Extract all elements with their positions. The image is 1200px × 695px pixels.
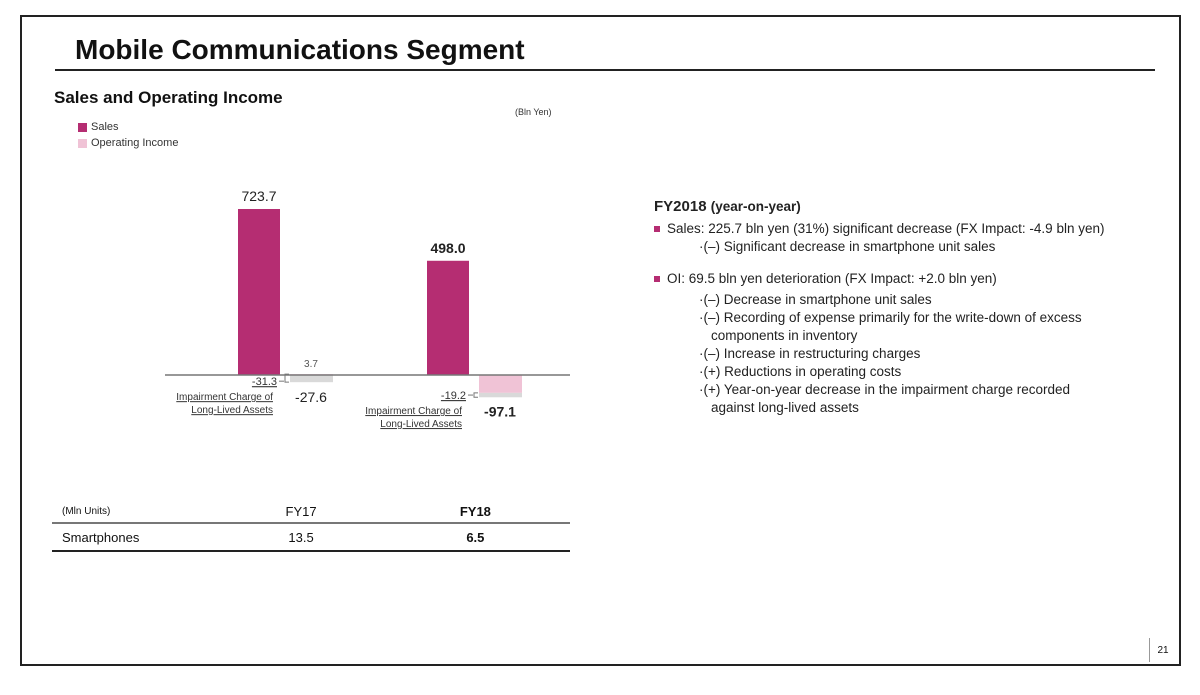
oi-item: ·(–) Recording of expense primarily for … <box>699 310 1082 343</box>
page-number: 21 <box>1149 638 1176 662</box>
impairment-bracket <box>473 392 478 398</box>
impairment-bar-FY18 <box>479 392 522 398</box>
units-table: (Mln Units) FY17 FY18 Smartphones 13.5 6… <box>52 500 570 552</box>
bullet-square-icon <box>654 226 660 232</box>
cell-fy18: 6.5 <box>466 529 485 545</box>
impairment-bracket <box>284 373 289 383</box>
legend-swatch-oi <box>78 138 87 148</box>
col-fy17: FY17 <box>285 503 317 519</box>
table-header: (Mln Units) FY17 FY18 <box>52 500 570 524</box>
oi-label-FY17: -27.6 <box>295 389 327 405</box>
oi-bullet: OI: 69.5 bln yen deterioration (FX Impac… <box>654 270 1104 288</box>
sales-label-FY18: 498.0 <box>430 240 465 256</box>
oi-label-FY18: -97.1 <box>484 403 516 419</box>
heading-note: (year-on-year) <box>710 199 801 214</box>
table-unit: (Mln Units) <box>62 505 111 517</box>
legend-swatch-sales <box>78 122 87 132</box>
bullet-square-icon <box>654 276 660 282</box>
oi-item: ·(+) Year-on-year decrease in the impair… <box>699 382 1071 415</box>
sales-bullet: Sales: 225.7 bln yen (31%) significant d… <box>654 220 1104 238</box>
legend-label: Operating Income <box>91 137 179 149</box>
impairment-caption: Impairment Charge of <box>365 406 462 417</box>
legend-item-oi: Operating Income <box>78 135 178 151</box>
impairment-label-FY18: -19.2 <box>441 390 466 402</box>
summary-panel: FY2018 (year-on-year) Sales: 225.7 bln y… <box>654 198 1104 417</box>
chart-legend: Sales Operating Income <box>78 119 178 151</box>
legend-item-sales: Sales <box>78 119 178 135</box>
oi-bar-FY18 <box>479 375 522 393</box>
sales-bar-FY17 <box>238 209 280 375</box>
sales-bar-FY18 <box>427 260 469 375</box>
slide-title: Mobile Communications Segment <box>75 34 525 65</box>
impairment-caption: Impairment Charge of <box>176 392 273 403</box>
oi-item: ·(–) Decrease in smartphone unit sales <box>699 292 932 307</box>
row-label: Smartphones <box>62 529 140 545</box>
sales-item: ·(–) Significant decrease in smartphone … <box>699 239 996 254</box>
cell-fy17: 13.5 <box>288 529 314 545</box>
impairment-caption: Long-Lived Assets <box>380 419 462 430</box>
col-fy18: FY18 <box>459 503 491 519</box>
chart-unit: (Bln Yen) <box>515 107 552 117</box>
impairment-label-FY17: -31.3 <box>252 376 277 388</box>
sales-label-FY17: 723.7 <box>241 188 276 204</box>
impairment-caption: Long-Lived Assets <box>191 405 273 416</box>
oi-item: ·(+) Reductions in operating costs <box>699 364 902 379</box>
oi-text: OI: 69.5 bln yen deterioration (FX Impac… <box>667 271 997 286</box>
summary-heading: FY2018 (year-on-year) <box>654 198 1104 215</box>
chart-title: Sales and Operating Income <box>54 88 283 107</box>
oi-positive-label: 3.7 <box>304 359 318 370</box>
impairment-bar-FY17 <box>290 375 333 383</box>
oi-item: ·(–) Increase in restructuring charges <box>699 346 921 361</box>
legend-label: Sales <box>91 121 119 133</box>
title-divider <box>55 69 1155 71</box>
sales-text: Sales: 225.7 bln yen (31%) significant d… <box>667 221 1105 236</box>
table-row: Smartphones 13.5 6.5 <box>52 524 570 552</box>
heading-year: FY2018 <box>654 198 707 215</box>
slide-frame <box>20 15 1181 666</box>
